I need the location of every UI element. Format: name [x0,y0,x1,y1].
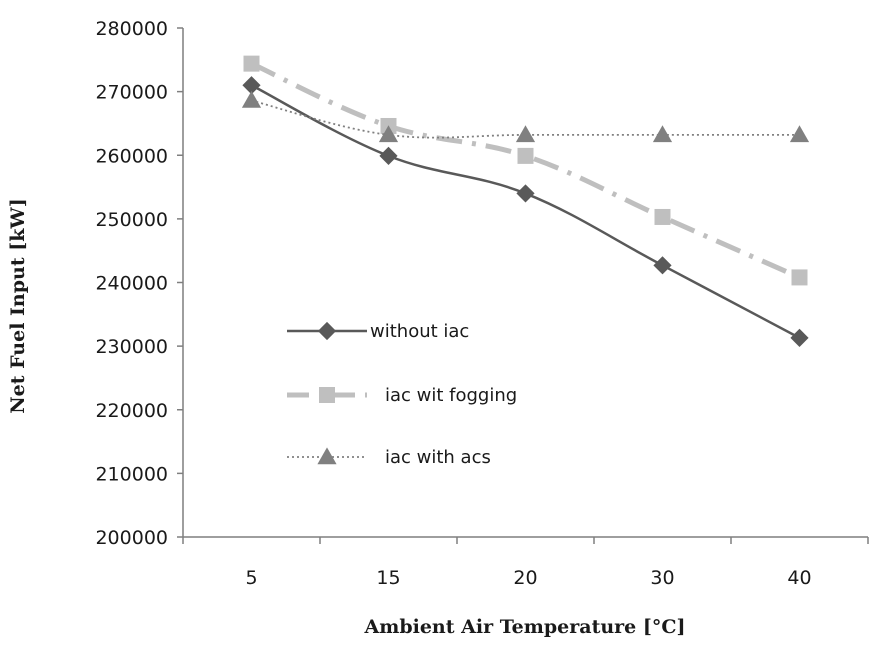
legend-marker [317,321,337,341]
data-point [241,90,262,108]
data-point [654,208,671,225]
y-tick-label: 260000 [95,145,168,167]
series-1 [242,76,809,347]
x-tick-label: 5 [245,567,257,589]
x-axis: 5 15 20 30 40 [182,536,869,589]
y-tick-label: 240000 [95,273,168,295]
x-tick-label: 20 [513,567,537,589]
y-tick-label: 280000 [95,18,168,40]
data-point [379,146,398,165]
legend-item-3: iac with acs [287,447,491,468]
legend-marker [317,447,337,465]
data-point [653,256,672,275]
data-point [791,269,808,286]
x-tick-label: 40 [787,567,811,589]
x-axis-title: Ambient Air Temperature [°C] [364,616,686,638]
data-point [378,125,399,143]
legend-item-1: without iac [287,321,469,342]
series-2 [243,55,808,286]
data-point [790,328,809,347]
y-tick-label: 200000 [95,527,168,549]
y-axis: 200000 210000 220000 230000 240000 250000 2600… [95,18,184,549]
data-point [789,125,810,143]
legend-item-2: iac wit fogging [287,385,517,406]
y-tick-label: 220000 [95,400,168,422]
data-point [652,125,673,143]
legend-label: iac with acs [385,447,491,468]
legend-marker [319,387,335,403]
data-point [516,184,535,203]
y-tick-label: 250000 [95,209,168,231]
y-tick-label: 230000 [95,336,168,358]
y-tick-label: 210000 [95,463,168,485]
data-point [242,76,261,95]
series-line [250,61,801,280]
x-tick-label: 15 [376,567,400,589]
legend-label: iac wit fogging [385,385,517,406]
data-point [243,55,260,72]
data-point [517,147,534,164]
y-axis-title: Net Fuel Input [kW] [7,198,29,413]
legend: without iac iac wit fogging iac with acs [287,321,517,468]
x-tick-label: 30 [650,567,674,589]
series-layer [241,55,810,347]
y-tick-label: 270000 [95,82,168,104]
data-point [515,125,536,143]
series-3 [241,90,810,143]
legend-label: without iac [370,321,469,342]
